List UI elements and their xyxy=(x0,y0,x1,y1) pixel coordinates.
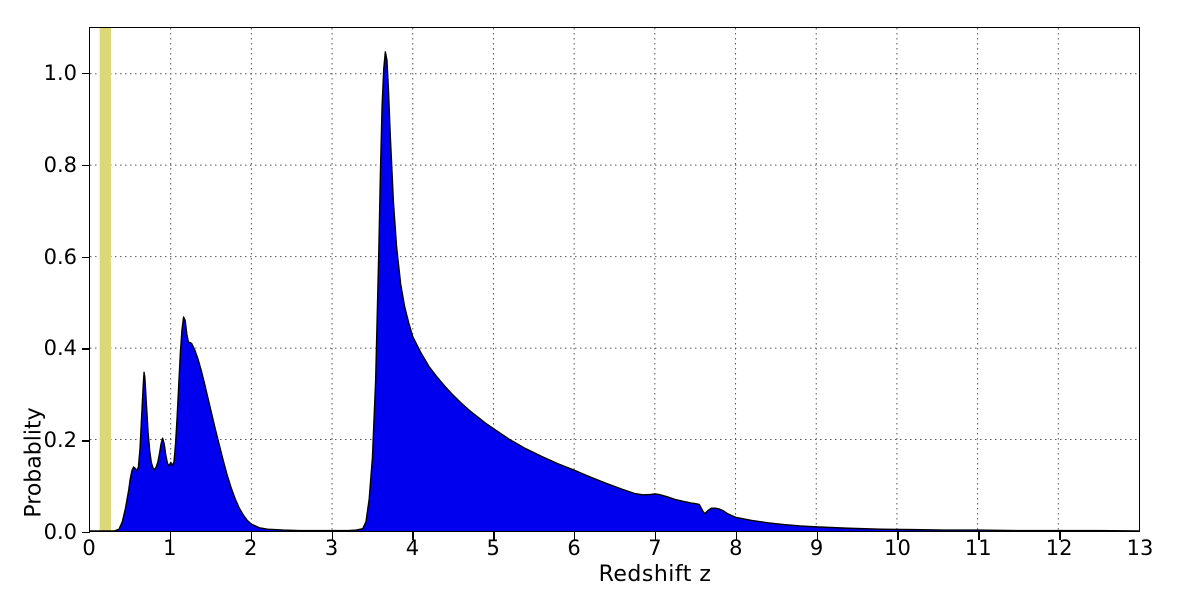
highlight-band-layer xyxy=(99,28,111,531)
y-axis-label: Probablity xyxy=(6,170,47,517)
x-tick-mark xyxy=(331,532,333,540)
x-tick-label: 12 xyxy=(1045,536,1073,560)
y-axis-label-text: Probablity xyxy=(21,407,47,518)
x-tick-label: 4 xyxy=(405,536,420,560)
x-tick-label: 3 xyxy=(324,536,339,560)
y-tick-mark xyxy=(82,72,90,75)
x-tick-mark xyxy=(654,532,657,540)
y-tick-mark xyxy=(82,348,90,350)
y-tick-label: 0.8 xyxy=(43,152,77,177)
x-tick-label: 9 xyxy=(809,536,824,560)
y-tick-label: 0.0 xyxy=(43,520,77,544)
x-tick-label: 11 xyxy=(964,536,992,560)
y-tick-mark xyxy=(82,256,90,258)
x-tick-label: 5 xyxy=(486,536,500,560)
x-tick-mark xyxy=(735,532,738,540)
x-tick-label: 0 xyxy=(82,536,96,560)
x-tick-label: 1 xyxy=(163,536,177,560)
x-tick-mark xyxy=(493,532,495,540)
x-tick-mark xyxy=(412,532,414,540)
y-tick-label: 1.0 xyxy=(43,60,77,85)
x-tick-label: 13 xyxy=(1126,536,1154,560)
x-axis-label: Redshift z xyxy=(0,562,1200,587)
x-tick-mark xyxy=(574,532,576,540)
y-tick-mark xyxy=(82,164,90,167)
y-tick-label: 0.2 xyxy=(43,428,77,453)
x-tick-label: 7 xyxy=(648,536,662,560)
x-axis-label-text: Redshift z xyxy=(598,562,712,587)
y-tick-mark xyxy=(82,440,90,442)
probability-area-series xyxy=(90,28,1139,531)
plot-area xyxy=(89,27,1140,532)
y-tick-label: 0.6 xyxy=(43,244,77,269)
x-tick-label: 2 xyxy=(244,536,258,560)
x-tick-mark xyxy=(897,532,899,540)
x-tick-label: 10 xyxy=(884,536,911,560)
x-tick-mark xyxy=(978,532,980,540)
y-tick-mark xyxy=(82,532,90,534)
x-tick-mark xyxy=(169,532,172,540)
x-tick-mark xyxy=(250,532,253,540)
x-tick-mark xyxy=(1059,532,1061,540)
x-tick-label: 8 xyxy=(729,536,743,560)
y-axis-ticks: 0.0 0.2 0.4 0.6 0.8 1.0 xyxy=(0,0,89,600)
y-tick-label: 0.4 xyxy=(43,336,77,361)
x-tick-mark xyxy=(816,532,818,540)
x-tick-label: 6 xyxy=(567,536,581,560)
